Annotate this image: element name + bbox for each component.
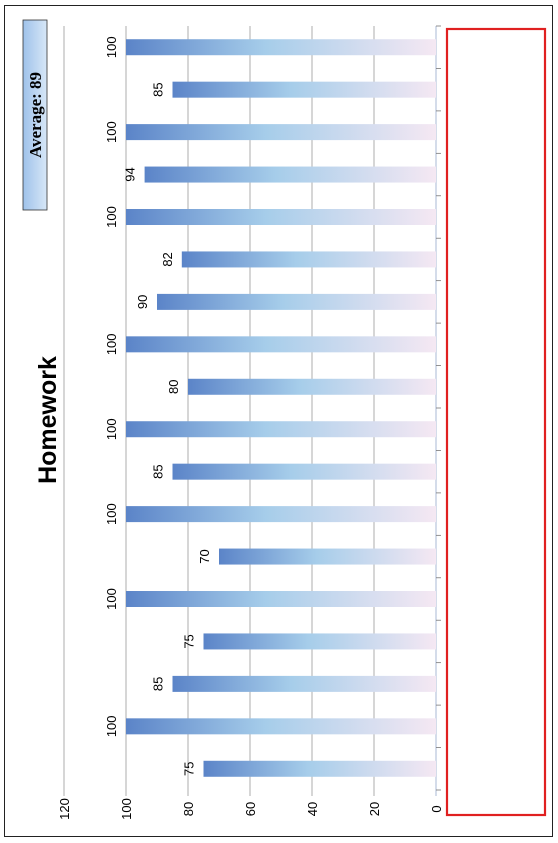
bar-value-label: 100 [104, 121, 119, 143]
bar [219, 548, 436, 565]
bar-value-label: 90 [135, 295, 150, 309]
bar [144, 166, 436, 183]
bars [126, 39, 436, 777]
data-labels: 75 100 85 75 100 70 100 85 100 80 100 90 82 100 94 100 8… [104, 36, 212, 776]
axis-tick-label: 0 [429, 805, 444, 812]
average-badge-box [22, 19, 48, 211]
axis-tick-label: 20 [367, 802, 382, 816]
gridlines [63, 26, 437, 796]
bar [172, 463, 436, 480]
bar-value-label: 82 [160, 252, 175, 266]
bar-value-label: 75 [182, 762, 197, 776]
axis-tick-label: 120 [57, 798, 72, 820]
bar [126, 506, 436, 523]
bar [203, 633, 436, 650]
bar [203, 760, 436, 777]
highlight-box [445, 27, 547, 817]
bar-value-label: 85 [151, 464, 166, 478]
average-badge: Average: 89 [22, 19, 48, 211]
bar-value-label: 100 [104, 333, 119, 355]
bar-value-label: 100 [104, 36, 119, 58]
bar [181, 251, 436, 268]
bar-value-label: 70 [197, 549, 212, 563]
bar [126, 591, 436, 607]
average-badge-text: Average: 89 [26, 72, 45, 158]
bar [172, 81, 436, 98]
bar-value-label: 100 [104, 588, 119, 610]
bar [126, 39, 436, 56]
bar [126, 336, 436, 353]
bar-value-label: 94 [123, 167, 138, 181]
bar [126, 209, 436, 225]
bar-value-label: 85 [151, 82, 166, 96]
axis-tick-label: 100 [119, 798, 134, 820]
axis-tick-label: 40 [305, 802, 320, 816]
bar [188, 378, 436, 395]
chart-title: Homework [34, 356, 62, 484]
bar [126, 124, 436, 141]
bar-value-label: 80 [166, 380, 181, 394]
bar-value-label: 75 [182, 634, 197, 648]
bar-value-label: 100 [104, 503, 119, 525]
bar-value-label: 85 [151, 677, 166, 691]
bar [157, 293, 436, 310]
bar [126, 718, 436, 735]
axis-tick-label: 60 [243, 802, 258, 816]
axis-tick-label: 80 [181, 802, 196, 816]
bar-value-label: 100 [104, 715, 119, 737]
bar [126, 421, 436, 438]
bar-value-label: 100 [104, 418, 119, 440]
page-frame [4, 5, 553, 837]
bar [172, 675, 436, 692]
value-axis: 0 20 40 60 80 100 120 [57, 25, 444, 820]
bar-value-label: 100 [104, 206, 119, 228]
